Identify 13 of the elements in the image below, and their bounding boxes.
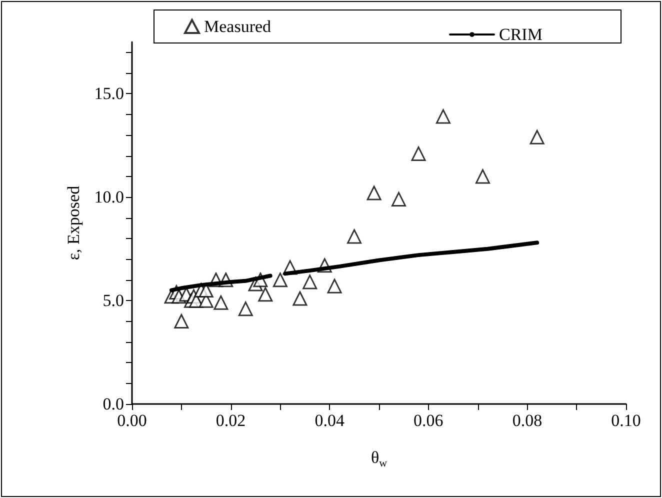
y-axis-title: ε, Exposed	[64, 185, 83, 260]
x-tick-label: 0.06	[414, 411, 444, 430]
x-tick-label: 0.04	[314, 411, 345, 430]
y-tick-label: 10.0	[94, 188, 124, 207]
x-tick-label: 0.10	[611, 411, 641, 430]
legend-label: Measured	[204, 17, 272, 36]
y-tick-label: 5.0	[102, 291, 124, 310]
x-tick-label: 0.00	[117, 411, 147, 430]
y-tick-label: 15.0	[94, 84, 124, 104]
x-tick-label: 0.08	[512, 411, 542, 430]
x-tick-label: 0.02	[216, 411, 246, 430]
legend-label: CRIM	[499, 25, 542, 44]
y-tick-label: 0.0	[102, 394, 124, 414]
